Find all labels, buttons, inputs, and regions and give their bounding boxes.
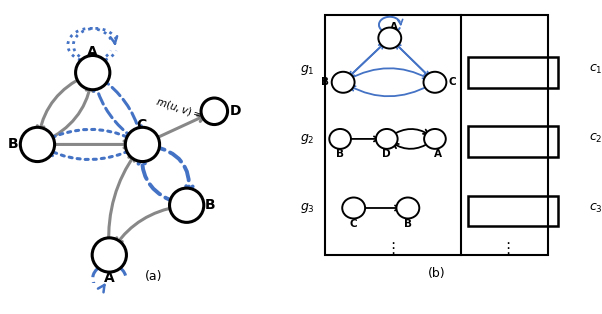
Text: B: B [321, 77, 329, 87]
Text: $m(u,v) = 2$: $m(u,v) = 2$ [154, 95, 211, 125]
Bar [325, 14, 548, 255]
Text: D: D [382, 149, 391, 159]
Text: $g_2$: $g_2$ [300, 132, 314, 146]
Text: (b): (b) [427, 267, 445, 280]
Text: D: D [229, 104, 241, 118]
Circle shape [125, 127, 160, 162]
Text: B: B [205, 198, 216, 212]
Circle shape [376, 129, 398, 149]
Circle shape [424, 129, 445, 149]
Circle shape [396, 198, 419, 219]
Circle shape [201, 98, 228, 125]
Text: C: C [136, 117, 146, 132]
Circle shape [424, 72, 446, 93]
Circle shape [379, 28, 401, 49]
Text: $\vdots$: $\vdots$ [500, 240, 511, 256]
Text: A: A [87, 45, 98, 59]
Text: C: C [350, 219, 358, 229]
Text: $g_1$: $g_1$ [300, 63, 314, 77]
Text: C: C [448, 77, 456, 87]
Circle shape [20, 127, 55, 162]
Text: A: A [390, 22, 399, 32]
Text: $c_2$: $c_2$ [589, 133, 602, 145]
Text: $u$: $u$ [138, 138, 147, 151]
Text: $v$: $v$ [210, 106, 219, 116]
Circle shape [92, 238, 126, 272]
Circle shape [332, 72, 355, 93]
Bar [468, 127, 559, 157]
Bar [468, 196, 559, 226]
Text: A: A [434, 149, 442, 159]
Circle shape [76, 56, 110, 90]
Text: (a): (a) [144, 270, 163, 283]
Text: B: B [404, 219, 412, 229]
Text: B: B [7, 138, 18, 151]
Text: $c_3$: $c_3$ [589, 202, 602, 214]
Text: A: A [104, 272, 114, 285]
Text: B: B [336, 149, 344, 159]
Text: $\vdots$: $\vdots$ [385, 240, 395, 256]
Bar [468, 57, 559, 88]
Circle shape [329, 129, 351, 149]
Text: $c_1$: $c_1$ [589, 63, 602, 76]
Text: $g_3$: $g_3$ [300, 201, 314, 215]
Circle shape [170, 188, 204, 222]
Circle shape [342, 198, 365, 219]
